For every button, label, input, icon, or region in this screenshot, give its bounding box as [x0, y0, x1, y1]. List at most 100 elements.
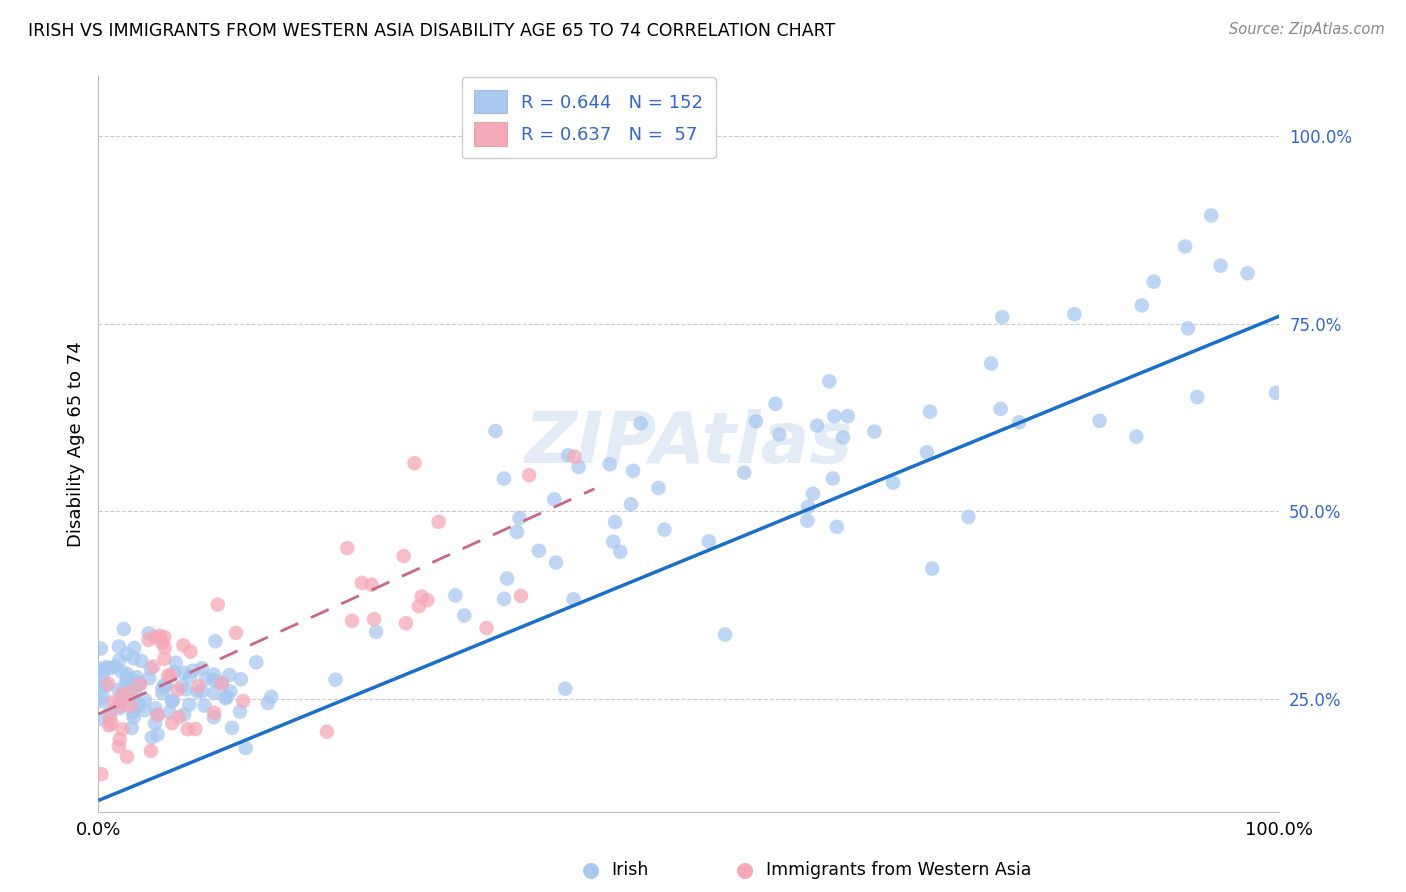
Point	[1236, 266, 1258, 280]
Point	[517, 468, 540, 483]
Point	[484, 424, 506, 438]
Point	[129, 654, 152, 668]
Point	[207, 598, 229, 612]
Point	[1187, 390, 1209, 404]
Point	[621, 464, 644, 478]
Text: ●: ●	[582, 860, 599, 880]
Point	[1177, 321, 1199, 335]
Point	[260, 690, 283, 704]
Point	[90, 694, 112, 708]
Point	[97, 718, 120, 732]
Point	[110, 665, 132, 679]
Point	[202, 706, 225, 720]
Point	[1143, 275, 1166, 289]
Point	[557, 448, 579, 462]
Point	[111, 722, 134, 736]
Point	[128, 677, 150, 691]
Point	[142, 659, 165, 673]
Point	[90, 665, 112, 679]
Point	[543, 492, 565, 507]
Point	[173, 707, 195, 722]
Point	[714, 627, 737, 641]
Point	[122, 693, 145, 707]
Point	[1063, 307, 1085, 321]
Point	[107, 739, 129, 754]
Point	[174, 682, 197, 697]
Point	[202, 686, 225, 700]
Point	[316, 724, 339, 739]
Point	[918, 404, 941, 418]
Point	[202, 710, 225, 724]
Legend: R = 0.644   N = 152, R = 0.637   N =  57: R = 0.644 N = 152, R = 0.637 N = 57	[461, 78, 716, 158]
Point	[134, 693, 156, 707]
Text: ZIPAtlas: ZIPAtlas	[524, 409, 853, 478]
Point	[225, 626, 247, 640]
Point	[806, 418, 828, 433]
Point	[115, 673, 138, 688]
Point	[1209, 259, 1232, 273]
Point	[141, 731, 163, 745]
Point	[654, 523, 676, 537]
Point	[98, 711, 121, 725]
Point	[823, 409, 845, 424]
Point	[115, 667, 138, 681]
Point	[229, 705, 252, 719]
Point	[1088, 414, 1111, 428]
Point	[768, 427, 790, 442]
Point	[980, 357, 1002, 371]
Point	[801, 487, 824, 501]
Point	[115, 749, 138, 764]
Point	[408, 599, 430, 614]
Point	[179, 645, 201, 659]
Point	[159, 669, 181, 683]
Point	[202, 667, 225, 681]
Point	[172, 638, 194, 652]
Point	[157, 706, 180, 720]
Point	[821, 471, 844, 485]
Point	[160, 716, 183, 731]
Point	[122, 710, 145, 724]
Point	[115, 672, 138, 686]
Point	[145, 630, 167, 644]
Point	[765, 397, 787, 411]
Point	[818, 375, 841, 389]
Point	[108, 701, 131, 715]
Text: Irish: Irish	[612, 861, 650, 879]
Point	[152, 681, 174, 695]
Point	[170, 679, 193, 693]
Point	[340, 614, 363, 628]
Point	[229, 672, 252, 686]
Point	[697, 534, 720, 549]
Point	[232, 694, 254, 708]
Point	[181, 664, 204, 678]
Point	[153, 640, 176, 655]
Point	[796, 514, 818, 528]
Point	[602, 534, 624, 549]
Point	[120, 685, 142, 699]
Point	[527, 543, 550, 558]
Point	[544, 556, 567, 570]
Point	[745, 414, 768, 428]
Point	[444, 588, 467, 602]
Text: ●: ●	[737, 860, 754, 880]
Text: Source: ZipAtlas.com: Source: ZipAtlas.com	[1229, 22, 1385, 37]
Point	[508, 511, 530, 525]
Point	[990, 401, 1012, 416]
Point	[111, 688, 134, 702]
Point	[143, 716, 166, 731]
Point	[165, 656, 187, 670]
Point	[138, 626, 160, 640]
Point	[153, 651, 176, 665]
Point	[98, 661, 121, 675]
Point	[150, 636, 173, 650]
Point	[90, 767, 112, 781]
Point	[139, 744, 162, 758]
Point	[129, 677, 152, 691]
Point	[153, 678, 176, 692]
Point	[166, 682, 188, 697]
Point	[453, 608, 475, 623]
Point	[554, 681, 576, 696]
Point	[215, 690, 238, 704]
Point	[125, 674, 148, 689]
Point	[90, 661, 112, 675]
